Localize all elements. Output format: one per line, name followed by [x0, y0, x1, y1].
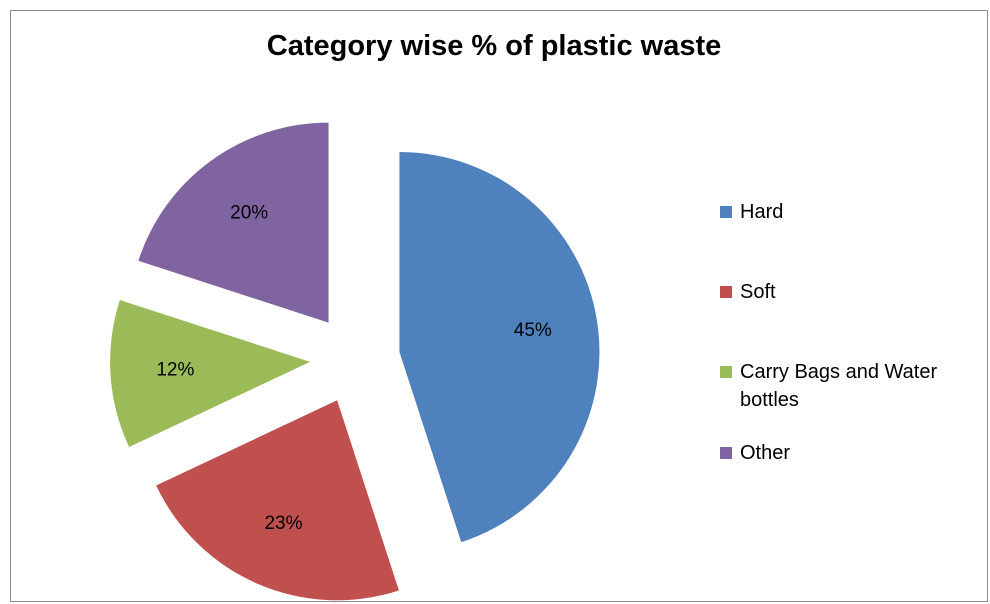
legend-item-soft: Soft — [720, 278, 980, 306]
legend-swatch — [720, 206, 732, 218]
legend-item-hard: Hard — [720, 198, 980, 226]
pie-slice-other — [138, 122, 329, 323]
legend-label: Hard — [740, 201, 784, 223]
pie-slice-soft — [156, 400, 399, 601]
data-label-hard: 45% — [514, 320, 552, 341]
legend-label: Other — [740, 442, 791, 464]
legend-swatch — [720, 447, 732, 459]
legend-label: Soft — [740, 281, 776, 303]
legend-item-other: Other — [720, 439, 980, 467]
chart-title: Category wise % of plastic waste — [266, 30, 722, 62]
pie-slice-hard — [399, 151, 600, 543]
data-label-other: 20% — [230, 202, 268, 223]
legend-item-carry-bags-and-water-bottles: Carry Bags and Water bottles — [720, 358, 980, 414]
pie-slice-carry-bags-and-water-bottles — [110, 300, 311, 447]
legend-swatch — [720, 286, 732, 298]
legend-swatch — [720, 366, 732, 378]
data-label-soft: 23% — [264, 513, 302, 534]
data-label-carry-bags-and-water-bottles: 12% — [156, 359, 194, 380]
legend-label: Carry Bags and Water bottles — [740, 361, 938, 411]
